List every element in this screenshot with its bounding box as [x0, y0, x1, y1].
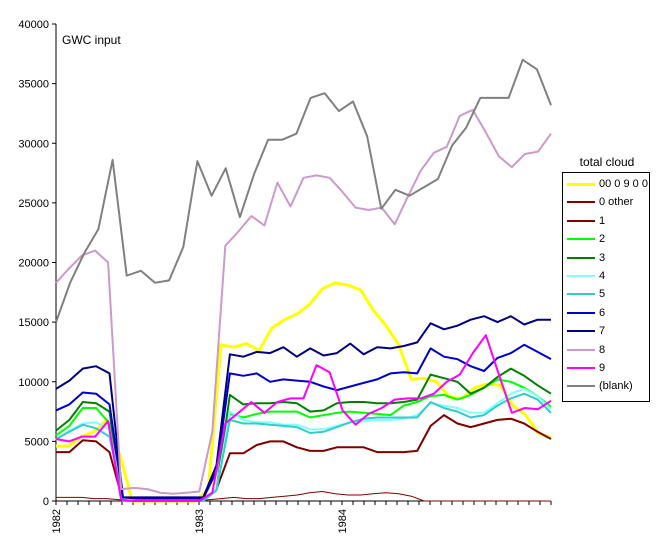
legend-item: (blank) — [567, 378, 633, 394]
y-tick-label: 10000 — [18, 377, 49, 389]
legend-item: 1 — [567, 213, 605, 229]
legend-swatch — [567, 367, 595, 369]
legend-label: 7 — [599, 325, 606, 338]
legend-item: 0 other — [567, 194, 633, 210]
legend-label: 6 — [599, 306, 606, 319]
y-tick-label: 0 — [43, 496, 49, 508]
y-tick-label: 5000 — [25, 436, 49, 448]
chart-axes: 0 5000 10000 15000 20000 25000 30000 35000 40000… — [18, 19, 552, 533]
legend-item: 00 0 9 0 0 — [567, 176, 648, 192]
legend-swatch — [567, 256, 595, 259]
x-tick-label: 1983 — [194, 509, 206, 533]
legend-item: 2 — [567, 231, 605, 247]
y-tick-label: 35000 — [18, 79, 49, 91]
legend-label: 00 0 9 0 0 — [599, 178, 648, 190]
legend-swatch — [567, 330, 595, 333]
series-line-7 — [55, 343, 552, 500]
series-line-11 — [55, 58, 552, 323]
y-tick-label: 20000 — [18, 258, 49, 270]
legend-label: 3 — [599, 251, 606, 264]
y-tick-label: 40000 — [18, 19, 49, 31]
series-line-6 — [55, 392, 552, 502]
x-tick-label: 1982 — [51, 509, 63, 533]
series-line-5 — [55, 387, 552, 502]
legend: 00 0 9 0 0 0 other 1 2 3 4 5 6 7 8 9 (blank) — [562, 172, 650, 402]
legend-swatch — [567, 219, 595, 222]
legend-label: 1 — [599, 214, 606, 227]
legend-swatch — [567, 311, 595, 314]
legend-label: 5 — [599, 288, 606, 301]
legend-item: 7 — [567, 323, 605, 339]
legend-swatch — [567, 182, 595, 186]
legend-item: 8 — [567, 342, 605, 358]
legend-item: 4 — [567, 268, 605, 284]
legend-label: (blank) — [599, 380, 633, 393]
series-line-8 — [55, 315, 551, 499]
series-line-10 — [55, 334, 552, 502]
legend-label: 8 — [599, 343, 606, 356]
legend-swatch — [567, 348, 595, 351]
legend-item: 3 — [567, 250, 605, 266]
legend-label: 4 — [599, 270, 606, 282]
legend-label: 9 — [599, 362, 606, 374]
legend-swatch — [567, 293, 595, 296]
chart-title: GWC input — [62, 33, 121, 47]
x-tick-label: 1984 — [337, 509, 349, 533]
legend-item: 9 — [567, 360, 605, 376]
y-tick-label: 25000 — [18, 198, 49, 210]
legend-label: 0 other — [599, 196, 634, 209]
chart-series-lines — [55, 58, 552, 503]
legend-swatch — [567, 238, 595, 241]
legend-swatch — [567, 201, 595, 204]
legend-item: 5 — [567, 286, 605, 302]
legend-swatch — [567, 275, 595, 277]
y-tick-label: 30000 — [18, 138, 49, 150]
series-line-9 — [55, 108, 552, 495]
legend-item: 6 — [567, 305, 605, 321]
legend-title: total cloud — [579, 155, 635, 169]
y-tick-label: 15000 — [18, 317, 49, 329]
legend-label: 2 — [599, 233, 606, 246]
legend-swatch — [567, 385, 595, 388]
